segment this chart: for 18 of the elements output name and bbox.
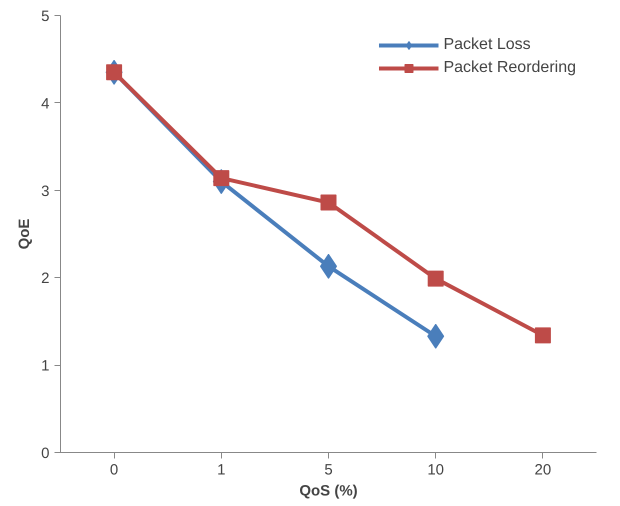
x-tick-label: 5	[324, 462, 333, 478]
y-tick-label: 5	[41, 8, 50, 25]
x-tick-label: 0	[110, 462, 118, 478]
y-tick-label: 3	[41, 182, 50, 200]
legend-label: Packet Reordering	[443, 59, 576, 77]
y-tick-label: 1	[41, 358, 50, 375]
y-tick-label: 4	[41, 95, 50, 112]
point	[534, 327, 551, 344]
x-tick-label: 1	[217, 462, 226, 478]
y-axis-title: QoE	[16, 218, 34, 250]
x-tick-label: 10	[427, 462, 444, 478]
y-tick-label: 0	[41, 445, 50, 462]
y-tick-label: 2	[41, 270, 50, 288]
legend-label: Packet Loss	[443, 36, 531, 54]
point	[320, 194, 336, 211]
point	[428, 270, 444, 287]
x-tick-label: 20	[534, 462, 552, 478]
x-axis-title: QoS (%)	[299, 482, 358, 500]
